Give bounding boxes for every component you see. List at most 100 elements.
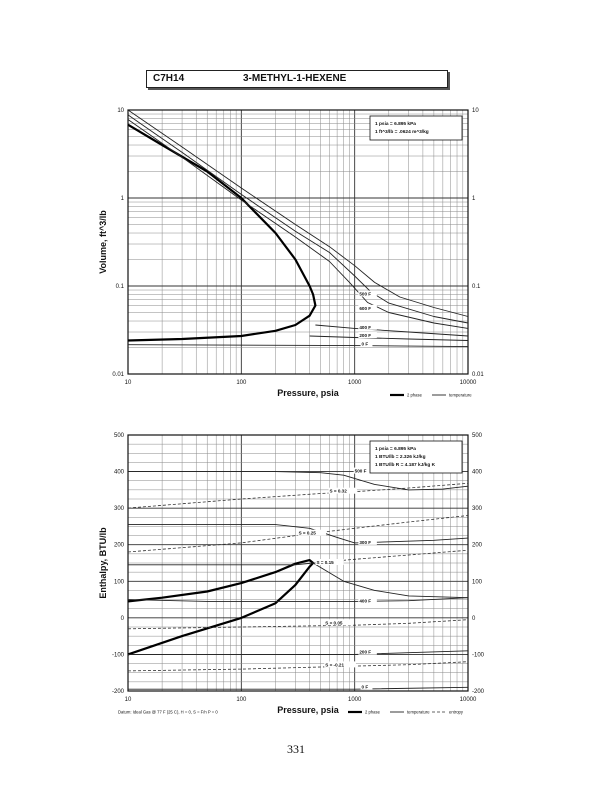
curve-label: 200 F <box>359 650 371 655</box>
curve-label: 0 F <box>362 684 369 689</box>
series-line-entropy-12 <box>127 661 469 672</box>
y-tick-label-right: 10 <box>472 108 479 114</box>
series-line-temperature-4 <box>315 324 469 337</box>
series-line-temperature-2 <box>127 114 469 324</box>
curve-label: 500 F <box>355 469 367 474</box>
compound-name: 3-METHYL-1-HEXENE <box>243 73 347 84</box>
series-line-temperature-4 <box>312 562 469 599</box>
y-tick-label-left: 400 <box>114 470 125 476</box>
y-tick-label-left: 0.01 <box>112 372 124 378</box>
y-tick-label-left: 10 <box>117 108 124 114</box>
annotation-bg <box>324 619 353 626</box>
y-tick-label-right: 500 <box>472 433 483 439</box>
x-tick-label: 100 <box>236 380 247 386</box>
conversion-note: 1 psia = 6.895 kPa <box>375 446 416 452</box>
annotation-bg <box>324 661 356 668</box>
series-line-entropy-11 <box>127 619 469 630</box>
y-tick-label-right: 1 <box>472 196 476 202</box>
conversion-note-box <box>369 440 463 474</box>
curve-label: S = 0.25 <box>299 531 317 536</box>
series-line-temperature-5 <box>127 597 469 602</box>
series-line-temperature-3 <box>127 109 469 317</box>
annotation-bg <box>358 648 377 655</box>
enthalpy-pressure-chart: 10 100 1000 10000 -200 -200 -100 -100 0 0 100 100 20… <box>98 433 485 715</box>
x-tick-label: 1000 <box>348 380 362 386</box>
x-tick-label: 10000 <box>460 380 477 386</box>
curve-label: S = 0.15 <box>316 560 334 565</box>
y-tick-label-left: 0.1 <box>116 284 125 290</box>
curve-label: 300 F <box>359 540 371 545</box>
series-line-temperature-6 <box>128 650 469 655</box>
y-tick-label-right: 100 <box>472 579 483 585</box>
annotation-bg <box>353 467 373 474</box>
chemical-formula: C7H14 <box>153 73 185 84</box>
conversion-note: 1 psia = 6.895 kPa <box>375 121 416 127</box>
series-line-2-phase-0 <box>127 123 317 342</box>
plot-frame <box>127 109 469 375</box>
legend-entry: 2 phase <box>365 710 381 715</box>
curve-label: 0 F <box>362 342 369 347</box>
legend-entry: temperature <box>449 393 472 398</box>
y-tick-label-right: -100 <box>472 652 485 658</box>
annotation-bg <box>360 683 373 690</box>
y-tick-label-left: 300 <box>114 506 125 512</box>
conversion-note-box <box>369 115 463 141</box>
y-tick-label-left: 1 <box>121 196 125 202</box>
chart-title-box: C7H14 3-METHYL-1-HEXENE <box>146 70 448 88</box>
x-axis-label: Pressure, psia <box>277 388 340 398</box>
annotation-bg <box>358 332 377 339</box>
y-tick-label-right: 400 <box>472 470 483 476</box>
conversion-note: 1 BTU/lb = 2.326 kJ/kg <box>375 454 426 460</box>
annotation-bg <box>358 304 377 311</box>
y-tick-label-left: -100 <box>112 652 125 658</box>
curve-label: 400 F <box>359 598 371 603</box>
x-tick-label: 10 <box>125 380 132 386</box>
annotation-bg <box>358 597 377 604</box>
x-tick-label: 10000 <box>460 697 477 703</box>
annotation-bg <box>328 487 357 494</box>
y-tick-label-left: -200 <box>112 689 125 695</box>
legend-entry: entropy <box>449 710 464 715</box>
series-line-temperature-5 <box>309 335 469 341</box>
y-axis-label: Volume, ft^3/lb <box>98 210 108 274</box>
conversion-note: 1 BTU/lb R = 4.187 kJ/kg K <box>375 462 436 468</box>
annotation-bg <box>360 340 373 347</box>
y-tick-label-right: 0 <box>472 616 476 622</box>
y-tick-label-left: 0 <box>121 616 125 622</box>
series-line-entropy-8 <box>127 482 469 509</box>
y-tick-label-left: 100 <box>114 579 125 585</box>
series-line-entropy-9 <box>127 515 469 553</box>
legend-entry: temperature <box>407 710 430 715</box>
conversion-note: 1 ft^3/lb = .0624 m^3/kg <box>375 129 429 135</box>
y-tick-label-right: 0.1 <box>472 284 481 290</box>
volume-pressure-chart: 10 100 1000 10000 0.01 0.01 0.1 0.1 1 1 10 10 Pressu… <box>98 108 484 398</box>
series-line-temperature-3 <box>128 562 314 566</box>
annotation-bg <box>297 529 326 536</box>
annotation-bg <box>358 290 377 297</box>
y-tick-label-right: 0.01 <box>472 372 484 378</box>
curve-label: S = 0.05 <box>325 620 343 625</box>
x-tick-label: 100 <box>236 697 247 703</box>
curve-label: 500 F <box>359 292 371 297</box>
legend-entry: 2 phase <box>407 393 423 398</box>
annotation-bg <box>315 559 344 565</box>
curve-label: 400 F <box>359 325 371 330</box>
y-tick-label-left: 500 <box>114 433 125 439</box>
y-tick-label-right: -200 <box>472 689 485 695</box>
x-tick-label: 10 <box>125 697 132 703</box>
curve-label: 600 F <box>359 306 371 311</box>
datum-footnote: Datum: Ideal Gas @ 77 F (25 C), H = 0, S… <box>118 710 218 715</box>
series-line-temperature-2 <box>128 524 469 544</box>
series-line-2-phase-0 <box>127 559 315 656</box>
annotation-bg <box>358 323 377 330</box>
y-tick-label-left: 200 <box>114 543 125 549</box>
x-tick-label: 1000 <box>348 697 362 703</box>
y-tick-label-right: 300 <box>472 506 483 512</box>
series-line-temperature-6 <box>127 344 469 348</box>
annotation-bg <box>358 538 377 545</box>
curve-label: S = 0.32 <box>330 489 348 494</box>
y-tick-label-right: 200 <box>472 543 483 549</box>
curve-label: 200 F <box>359 333 371 338</box>
page-number: 331 <box>287 742 305 756</box>
series-line-temperature-1 <box>127 119 469 329</box>
